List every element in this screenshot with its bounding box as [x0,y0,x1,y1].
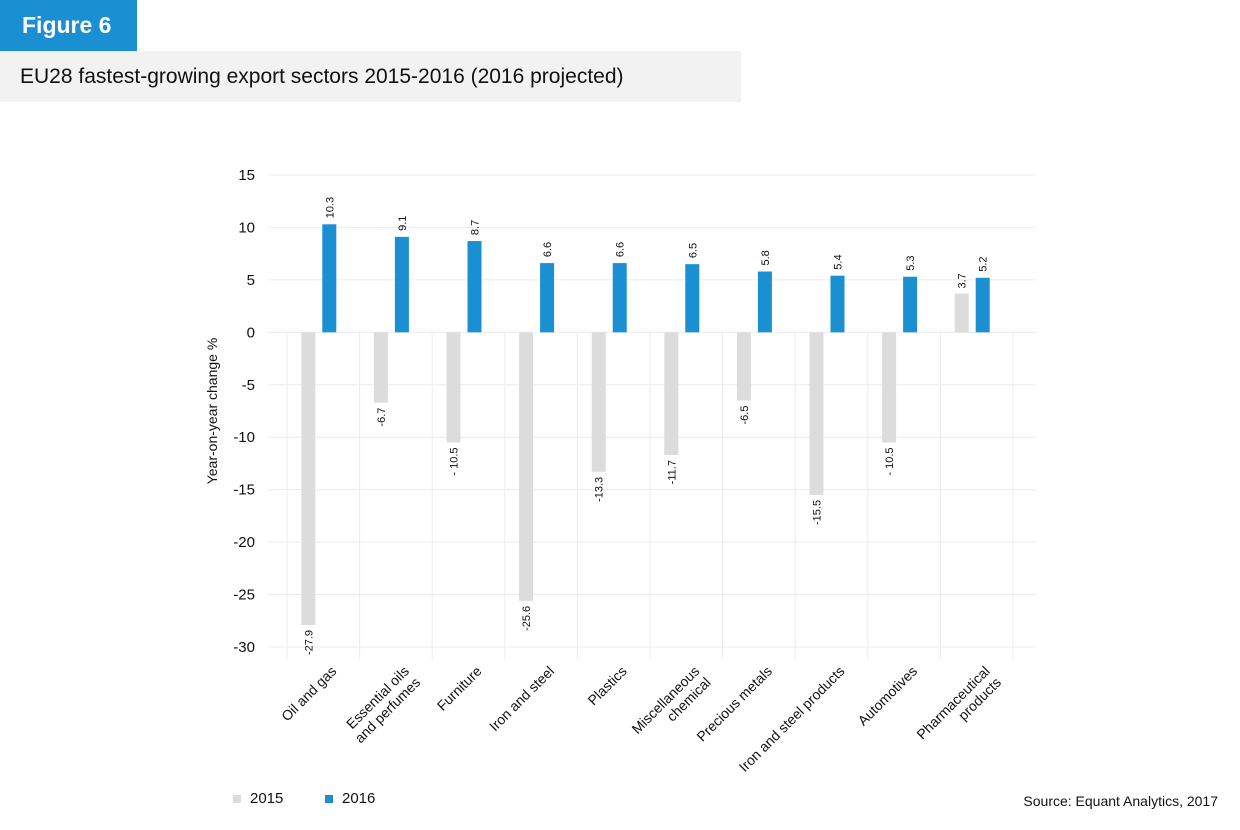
x-tick-label: Oil and gas [278,663,339,724]
y-tick-label: -10 [233,429,255,446]
data-label-2016: 6.5 [687,243,699,258]
legend-swatch-2016 [325,794,333,803]
bar-2016 [467,241,482,333]
bar-2015 [954,293,969,333]
data-label-2016: 8.7 [470,220,482,235]
bar-2015 [664,332,679,456]
x-tick-label: Iron and steel [486,663,557,734]
y-tick-label: -20 [233,534,255,551]
bar-2015 [301,332,316,625]
bar-2016 [322,224,337,333]
y-tick-label: -25 [233,587,255,604]
data-label-2016: 10.3 [324,197,336,218]
x-tick-label: Furniture [434,663,485,714]
x-tick-label-line: Furniture [434,663,485,714]
data-label-2015: -6.5 [739,406,751,425]
bar-2016 [757,271,772,333]
y-tick-label: -30 [233,639,255,656]
x-tick-label-line: Iron and steel [486,663,557,734]
data-label-2015: -11.7 [666,460,678,484]
y-axis-label: Year-on-year change % [204,338,220,485]
y-tick-label: 0 [247,324,255,341]
data-label-2015: -25.6 [521,606,533,631]
bar-2016 [903,276,918,333]
x-tick-label: Automotives [854,663,920,729]
data-label-2016: 5.8 [760,250,772,265]
figure-label: Figure 6 [0,0,137,51]
data-label-2016: 5.2 [978,256,990,271]
bar-2015 [591,332,606,472]
bar-2016 [394,236,409,333]
y-tick-label: 5 [247,272,255,289]
bar-2016 [612,263,627,333]
x-tick-label-line: Oil and gas [278,663,339,724]
bar-2016 [540,263,555,333]
x-tick-label-line: Automotives [854,663,920,729]
x-tick-label-line: Precious metals [693,663,775,745]
data-label-2015: -13.3 [594,477,606,502]
y-tick-label: -15 [233,482,255,499]
legend-label-2016: 2016 [342,790,376,807]
data-label-2015: 3.7 [957,273,969,288]
chart-title: EU28 fastest-growing export sectors 2015… [0,51,741,102]
bar-2016 [685,264,700,333]
source-note: Source: Equant Analytics, 2017 [1023,793,1218,809]
bar-2015 [373,332,388,403]
bar-2015 [809,332,824,495]
y-tick-label: 10 [238,219,255,236]
y-tick-label: -5 [242,377,255,394]
data-label-2016: 5.3 [905,255,917,270]
bar-2015 [446,332,461,443]
legend-item-2015: 2015 [233,790,283,807]
data-label-2015: - 10.5 [449,447,461,475]
data-label-2016: 6.6 [542,242,554,257]
x-tick-label: Precious metals [693,663,775,745]
legend-swatch-2015 [233,794,241,803]
bar-2015 [736,332,751,401]
x-tick-label: Plastics [584,663,629,708]
bar-2016 [830,275,845,333]
bar-2016 [975,277,990,333]
data-label-2015: - 10.5 [884,447,896,475]
x-tick-label: Pharmaceuticalproducts [913,663,1004,754]
x-tick-label-line: Plastics [584,663,629,708]
legend-label-2015: 2015 [250,790,284,807]
legend-item-2016: 2016 [325,790,375,807]
bar-2015 [519,332,534,601]
data-label-2016: 6.6 [615,242,627,257]
data-label-2015: -6.7 [376,408,388,427]
y-tick-label: 15 [238,167,255,184]
bar-2015 [882,332,897,443]
data-label-2016: 9.1 [397,216,409,231]
x-tick-label: Essential oilsand perfumes [340,663,423,746]
data-label-2015: -15.5 [812,500,824,525]
data-label-2015: -27.9 [303,630,315,655]
data-label-2016: 5.4 [833,254,845,269]
